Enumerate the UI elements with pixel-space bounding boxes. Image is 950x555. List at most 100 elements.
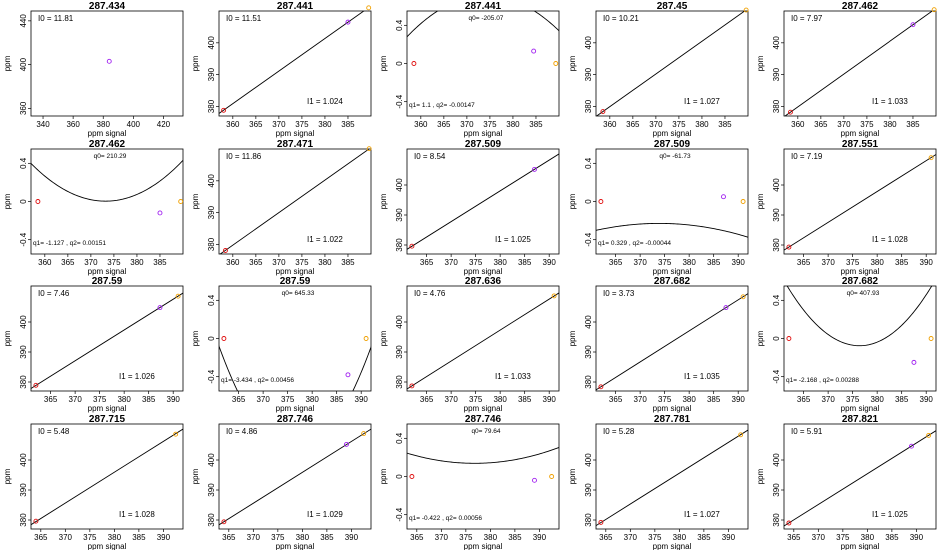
fit-line [219, 11, 365, 114]
y-tick-label: 400 [207, 36, 216, 50]
y-tick-label: 0.4 [584, 157, 593, 169]
x-tick-label: 370 [821, 258, 835, 267]
panel-2: 287.441 360 365 370 375 380 385 380 390 400 ppm si… [191, 1, 372, 138]
x-axis-label: ppm signal [276, 267, 315, 276]
y-axis-label: ppm [3, 193, 12, 209]
x-tick-label: 375 [281, 395, 295, 404]
x-tick-label: 390 [732, 395, 746, 404]
x-tick-label: 365 [626, 120, 640, 129]
fit-annotation: I0 = 5.28 [603, 427, 635, 436]
panel-title: 287.821 [842, 414, 879, 425]
fit-annotation: q1= -2.168 , q2= 0.00288 [786, 377, 859, 384]
data-point-red [598, 199, 604, 204]
data-point-red [786, 336, 792, 341]
y-tick-label: -0.4 [584, 232, 593, 246]
y-tick-label: 400 [19, 315, 28, 329]
panel-title: 287.59 [280, 276, 311, 287]
panel-title: 287.715 [89, 414, 126, 425]
x-tick-label: 400 [127, 120, 141, 129]
x-tick-label: 385 [132, 533, 146, 542]
panel-7: 287.471 360 365 370 375 380 385 380 390 400 ppm si… [191, 139, 372, 276]
plot-frame [595, 285, 749, 392]
fit-annotation: I0 = 11.86 [226, 152, 262, 161]
data-point-orange [363, 336, 369, 341]
fit-annotation: I1 = 1.027 [684, 510, 720, 519]
x-tick-label: 375 [271, 533, 285, 542]
plot-frame [406, 285, 560, 392]
x-tick-label: 370 [435, 533, 449, 542]
y-tick-label: 400 [772, 453, 781, 467]
panel-title: 287.462 [89, 139, 126, 150]
fit-annotation: I0 = 7.19 [791, 152, 823, 161]
y-axis-label: ppm [568, 468, 577, 484]
y-tick-label: 400 [395, 178, 404, 192]
panel-title: 287.781 [654, 414, 691, 425]
plot-frame [30, 423, 184, 530]
x-tick-label: 375 [672, 120, 686, 129]
x-tick-label: 375 [469, 395, 483, 404]
y-tick-label: 360 [19, 101, 28, 115]
y-tick-label: 380 [584, 375, 593, 389]
x-tick-label: 385 [508, 533, 522, 542]
data-point-red [598, 384, 604, 390]
y-axis-label: ppm [379, 193, 388, 209]
plot-frame [783, 285, 937, 392]
x-tick-label: 365 [44, 395, 58, 404]
data-point-purple [532, 166, 537, 172]
fit-annotation: I0 = 5.48 [38, 427, 70, 436]
y-tick-label: 440 [19, 14, 28, 28]
y-tick-label: -0.4 [772, 369, 781, 383]
x-tick-label: 385 [518, 395, 532, 404]
y-tick-label: 0 [395, 61, 404, 66]
data-point-purple [106, 58, 112, 64]
x-tick-label: 375 [469, 258, 483, 267]
x-axis-label: ppm signal [276, 542, 315, 550]
panel-title: 287.509 [465, 139, 502, 150]
x-tick-label: 375 [846, 258, 860, 267]
y-tick-label: -0.4 [395, 94, 404, 108]
x-tick-label: 385 [341, 120, 355, 129]
y-axis-label: ppm [191, 330, 200, 346]
y-tick-label: 0.4 [207, 294, 216, 306]
y-tick-label: 390 [207, 67, 216, 81]
y-axis-label: ppm [191, 193, 200, 209]
x-tick-label: 380 [870, 258, 884, 267]
fit-annotation: I0 = 3.73 [603, 289, 635, 298]
y-axis-label: ppm [379, 330, 388, 346]
plot-frame [595, 423, 749, 530]
data-point-red [409, 383, 415, 389]
y-tick-label: 380 [19, 513, 28, 527]
y-axis-label: ppm [379, 55, 388, 71]
data-point-orange [740, 199, 746, 204]
x-axis-label: ppm signal [841, 129, 880, 138]
panel-title: 287.441 [465, 1, 502, 12]
x-tick-label: 385 [707, 395, 721, 404]
data-point-purple [909, 443, 914, 449]
fit-line [784, 430, 936, 527]
y-tick-label: 0.4 [395, 19, 404, 31]
y-axis-label: ppm [756, 55, 765, 71]
fit-line [784, 11, 934, 116]
fit-annotation: q1= 1.1 , q2= -0.00147 [409, 102, 475, 109]
panel-title: 287.636 [465, 276, 502, 287]
x-tick-label: 385 [895, 395, 909, 404]
x-tick-label: 380 [130, 258, 144, 267]
panel-title: 287.441 [277, 1, 314, 12]
fit-annotation: I0 = 5.91 [791, 427, 823, 436]
x-axis-label: ppm signal [841, 542, 880, 550]
x-tick-label: 385 [697, 533, 711, 542]
x-tick-label: 365 [797, 395, 811, 404]
fit-line [31, 428, 183, 526]
panel-3: 287.441 360 365 370 375 380 385 -0.4 0 0.4 ppm sig… [379, 1, 560, 138]
panel-10: 287.551 365 370 375 380 385 390 380 390 400 ppm si… [756, 139, 937, 276]
x-tick-label: 370 [444, 258, 458, 267]
x-tick-label: 375 [83, 533, 97, 542]
x-tick-label: 380 [493, 395, 507, 404]
x-axis-label: ppm signal [653, 404, 692, 413]
x-axis-label: ppm signal [653, 267, 692, 276]
x-tick-label: 360 [603, 120, 617, 129]
y-tick-label: 380 [772, 238, 781, 252]
fit-line [596, 293, 748, 391]
x-tick-label: 365 [249, 258, 263, 267]
